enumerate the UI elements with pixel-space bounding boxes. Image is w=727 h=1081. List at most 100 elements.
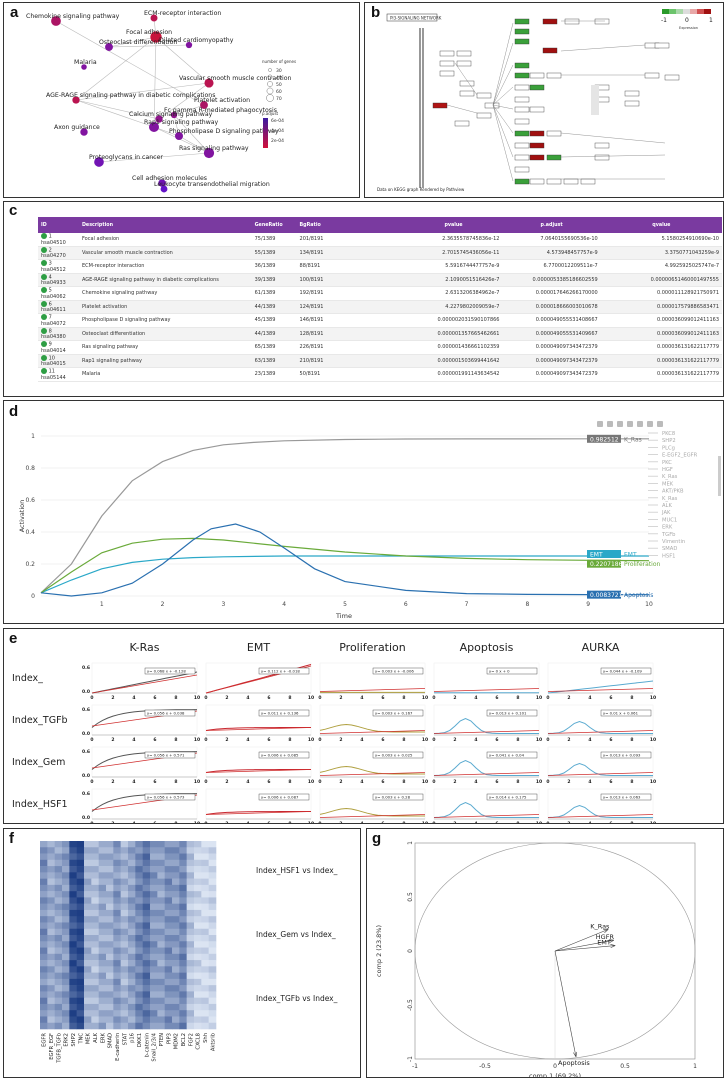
heatmap-cell <box>194 947 202 955</box>
expand-row-icon[interactable] <box>41 246 47 253</box>
pathway-arrow <box>492 104 514 110</box>
table-row[interactable]: 7 hsa04072 Phospholipase D signaling path… <box>38 313 722 328</box>
legend-entry: JAK <box>661 510 671 516</box>
mini-x-tick: 4 <box>360 779 363 785</box>
heatmap-cell <box>186 941 195 948</box>
heatmap-cell <box>201 928 209 936</box>
heatmap-cell <box>106 985 114 992</box>
table-cell: 39/1389 <box>251 273 297 287</box>
table-cell: 6.7700012209511e-7 <box>502 259 601 274</box>
column-header[interactable]: Description <box>78 217 252 233</box>
heatmap-cell <box>62 966 70 973</box>
column-header[interactable]: ID <box>38 217 79 233</box>
legend-size-title: number of genes <box>262 59 296 64</box>
comparison-heatmap: Index_HSF1 vs Index_ Index_Gem vs Index_ I… <box>40 841 338 1064</box>
expand-row-icon[interactable] <box>41 314 47 320</box>
x-tick-label: 7 <box>465 601 469 608</box>
heatmap-cell <box>106 853 114 861</box>
row-index-cell: 10 hsa04015 <box>38 354 79 368</box>
mini-x-tick: 4 <box>360 695 363 701</box>
mini-x-tick: 8 <box>630 779 633 785</box>
table-row[interactable]: 8 hsa04380 Osteoclast differentiation 44/1… <box>38 327 722 341</box>
expand-row-icon[interactable] <box>41 327 47 334</box>
heatmap-cell <box>47 884 55 892</box>
mini-x-tick: 0 <box>318 695 321 701</box>
mini-x-tick: 10 <box>536 779 542 785</box>
equation-text: y= 0.006 x + 0.085 <box>261 753 299 758</box>
x-tick-label: 6 <box>404 601 408 608</box>
legend-color-title: p.adjust <box>262 111 279 116</box>
heatmap-cell <box>186 978 195 986</box>
column-header[interactable]: qvalue <box>600 217 722 233</box>
table-row[interactable]: 2 hsa04270 Vascular smooth muscle contrac… <box>38 246 722 260</box>
table-row[interactable]: 1 hsa04510 Focal adhesion 75/1389 201/8191 2… <box>38 233 722 247</box>
heatmap-cell <box>164 997 173 1005</box>
table-row[interactable]: 9 hsa04014 Ras signaling pathway 65/1389 22… <box>38 340 722 355</box>
heatmap-cell <box>135 866 143 873</box>
heatmap-cell <box>142 997 151 1005</box>
table-cell: 2.1090051516426e-7 <box>404 273 503 287</box>
table-row[interactable]: 3 hsa04512 ECM-receptor interaction 36/138… <box>38 259 722 274</box>
legend-entry: HSF1 <box>662 553 675 559</box>
table-row[interactable]: 4 hsa04933 AGE-RAGE signaling pathway in … <box>38 273 722 287</box>
heatmap-cell <box>142 1016 151 1024</box>
expand-row-icon[interactable] <box>41 233 47 239</box>
heatmap-col-label: STAT <box>122 1032 128 1045</box>
heatmap-cell <box>150 966 158 973</box>
heatmap-cell <box>69 928 77 936</box>
heatmap-cell <box>69 966 77 973</box>
expand-row-icon[interactable] <box>41 300 47 307</box>
heatmap-cell <box>135 922 143 930</box>
heatmap-cell <box>69 859 77 867</box>
table-row[interactable]: 5 hsa04062 Chemokine signaling pathway 61/… <box>38 286 722 301</box>
mini-x-tick: 2 <box>225 695 228 701</box>
row-index-cell: 2 hsa04270 <box>38 246 79 260</box>
heatmap-cell <box>106 928 114 936</box>
network-edge <box>178 135 210 154</box>
column-header[interactable]: pvalue <box>404 217 503 233</box>
mini-x-tick: 2 <box>339 737 342 743</box>
expand-row-icon[interactable] <box>41 354 47 361</box>
column-header[interactable]: BgRatio <box>296 217 405 233</box>
heatmap-cell <box>54 1022 63 1030</box>
expand-row-icon[interactable] <box>41 273 47 280</box>
heatmap-cell <box>135 978 143 986</box>
heatmap-cell <box>208 972 217 980</box>
heatmap-cell <box>69 960 77 967</box>
heatmap-cell <box>157 953 165 961</box>
table-row[interactable]: 10 hsa04015 Rap1 signaling pathway 63/1389… <box>38 354 722 368</box>
heatmap-cell <box>194 859 202 867</box>
column-header[interactable]: GeneRatio <box>251 217 297 233</box>
heatmap-cell <box>135 928 143 936</box>
heatmap-cell <box>54 884 63 892</box>
table-row[interactable]: 11 hsa05144 Malaria 23/1389 50/8191 0.000001… <box>38 367 722 382</box>
table-row[interactable]: 6 hsa04611 Platelet activation 44/1389 124/… <box>38 300 722 314</box>
pathway-label: Proteoglycans in cancer <box>89 154 163 161</box>
expand-row-icon[interactable] <box>41 368 47 374</box>
heatmap-cell <box>172 866 180 873</box>
heatmap-col-label: DKK1 <box>137 1033 143 1047</box>
mini-x-tick: 0 <box>204 695 207 701</box>
expand-row-icon[interactable] <box>41 260 47 266</box>
y-tick-label: 0.4 <box>25 529 35 536</box>
gene-box <box>563 178 579 185</box>
heatmap-cell <box>69 866 77 873</box>
equation-box <box>144 793 196 801</box>
heatmap-cell <box>157 966 165 973</box>
heatmap-cell <box>179 859 187 867</box>
column-header[interactable]: p.adjust <box>502 217 601 233</box>
mini-x-tick: 4 <box>360 737 363 743</box>
heatmap-cell <box>98 866 107 873</box>
heatmap-cell <box>47 928 55 936</box>
expand-row-icon[interactable] <box>41 287 47 293</box>
series-line-apoptosis <box>40 523 650 597</box>
expand-row-icon[interactable] <box>41 341 47 347</box>
pathway-label: Fc gamma R-mediated phagocytosis <box>164 107 277 114</box>
heatmap-cell <box>164 916 173 923</box>
heatmap-cell <box>179 878 187 886</box>
table-cell: 44/1389 <box>251 300 297 314</box>
heatmap-cell <box>172 941 180 948</box>
activation-line-chart: 0 0.2 0.4 0.6 0.8 1 1 2 3 4 5 6 7 8 9 10 Time Activation 0… <box>18 421 721 620</box>
mini-curve <box>319 765 425 775</box>
heatmap-cell <box>106 991 114 998</box>
